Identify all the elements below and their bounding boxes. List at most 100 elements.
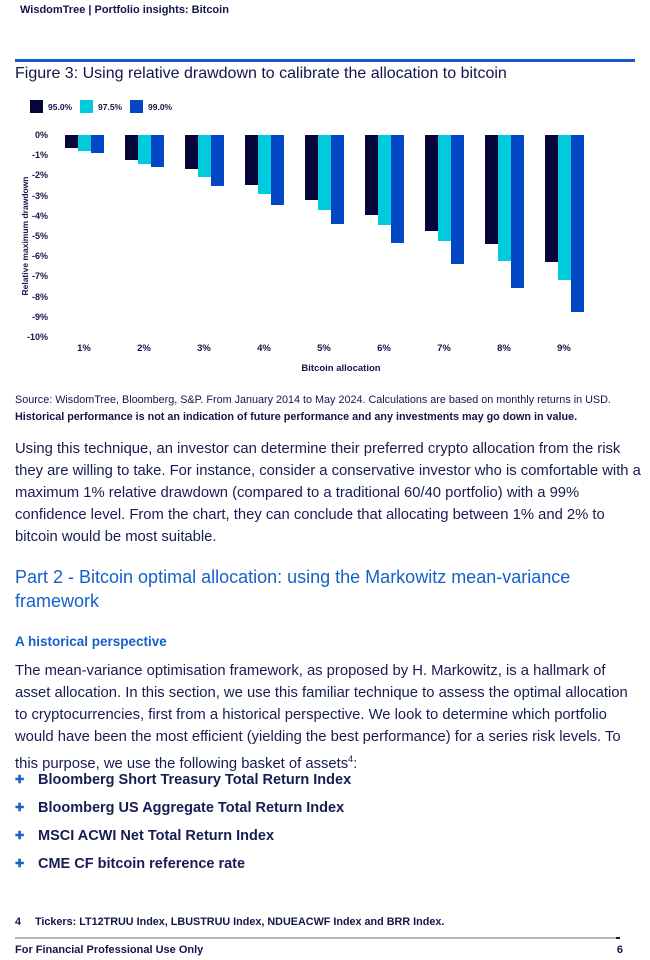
chart-source-note: Source: WisdomTree, Bloomberg, S&P. From… bbox=[15, 392, 640, 425]
x-tick-label: 8% bbox=[497, 343, 511, 354]
bar-group bbox=[184, 135, 224, 186]
bar-990-conf bbox=[330, 135, 344, 224]
body-paragraph-2: The mean-variance optimisation framework… bbox=[15, 660, 643, 775]
paragraph-2-colon: : bbox=[353, 755, 358, 772]
page-header: WisdomTree | Portfolio insights: Bitcoin bbox=[20, 4, 229, 16]
x-tick-label: 6% bbox=[377, 343, 391, 354]
plus-bullet-icon: ✚ bbox=[15, 774, 25, 786]
x-tick-label: 5% bbox=[317, 343, 331, 354]
section-heading-part2: Part 2 - Bitcoin optimal allocation: usi… bbox=[15, 567, 571, 611]
asset-bullet-list: ✚ Bloomberg Short Treasury Total Return I… bbox=[15, 771, 635, 883]
bar-950-conf bbox=[244, 135, 258, 185]
disclaimer-text: Historical performance is not an indicat… bbox=[15, 410, 578, 423]
y-tick-label: -4% bbox=[31, 210, 48, 221]
legend-item: 95.0% bbox=[30, 100, 75, 113]
y-tick-label: -1% bbox=[31, 150, 48, 161]
bar-990-conf bbox=[90, 135, 104, 154]
bar-990-conf bbox=[510, 135, 524, 288]
y-tick-label: -8% bbox=[31, 291, 48, 302]
x-tick-label: 2% bbox=[137, 343, 151, 354]
legend-label: 99.0% bbox=[148, 101, 173, 112]
bar-group bbox=[424, 135, 464, 265]
chart-legend: 95.0% 97.5% 99.0% bbox=[30, 100, 175, 113]
y-tick-label: -7% bbox=[31, 271, 48, 282]
x-axis-title: Bitcoin allocation bbox=[301, 363, 381, 374]
bar-975-conf bbox=[557, 135, 571, 281]
footnote-text: Tickers: LT12TRUU Index, LBUSTRUU Index,… bbox=[35, 916, 445, 928]
x-tick-label: 1% bbox=[77, 343, 91, 354]
drawdown-bar-chart: 95.0% 97.5% 99.0% Relative maximum drawdow… bbox=[0, 95, 650, 383]
list-item-label: CME CF bitcoin reference rate bbox=[38, 856, 246, 872]
list-item: ✚ MSCI ACWI Net Total Return Index bbox=[15, 827, 635, 855]
list-item: ✚ Bloomberg US Aggregate Total Return Ind… bbox=[15, 799, 635, 827]
bar-group bbox=[544, 135, 584, 312]
x-tick-label: 4% bbox=[257, 343, 271, 354]
footer-divider-cap bbox=[616, 937, 620, 939]
legend-swatch bbox=[130, 100, 143, 113]
y-tick-label: -5% bbox=[31, 231, 48, 241]
figure-title-rule bbox=[15, 59, 635, 62]
body-paragraph-1: Using this technique, an investor can de… bbox=[15, 441, 641, 545]
plus-bullet-icon: ✚ bbox=[15, 858, 25, 870]
y-tick-label: -9% bbox=[31, 311, 48, 322]
x-tick-label: 7% bbox=[437, 343, 451, 354]
bar-950-conf bbox=[184, 135, 198, 170]
page-number: 6 bbox=[616, 944, 623, 956]
list-item: ✚ CME CF bitcoin reference rate bbox=[15, 855, 635, 883]
bar-950-conf bbox=[124, 135, 138, 161]
bar-975-conf bbox=[137, 135, 151, 165]
legend-item: 99.0% bbox=[130, 100, 175, 113]
bar-group bbox=[484, 135, 524, 288]
bar-990-conf bbox=[270, 135, 284, 205]
bar-975-conf bbox=[257, 135, 271, 194]
bar-950-conf bbox=[364, 135, 378, 215]
x-tick-label: 9% bbox=[557, 343, 571, 354]
list-item-label: Bloomberg US Aggregate Total Return Inde… bbox=[38, 800, 345, 816]
bar-950-conf bbox=[64, 135, 78, 149]
footnote: 4 Tickers: LT12TRUU Index, LBUSTRUU Inde… bbox=[15, 916, 444, 928]
chart-plot: 0% -1% -2% -3% -4% -5% -6% -7% -8% -9% -10% bbox=[0, 130, 650, 342]
bar-950-conf bbox=[424, 135, 438, 231]
plus-bullet-icon: ✚ bbox=[15, 802, 25, 814]
subsection-heading-historical: A historical perspective bbox=[15, 634, 167, 649]
y-tick-label: -3% bbox=[31, 190, 48, 201]
bar-975-conf bbox=[77, 135, 91, 152]
legend-label: 95.0% bbox=[48, 101, 73, 112]
bar-group bbox=[64, 135, 104, 154]
legend-swatch bbox=[80, 100, 93, 113]
plus-bullet-icon: ✚ bbox=[15, 830, 25, 842]
bar-990-conf bbox=[450, 135, 464, 265]
list-item: ✚ Bloomberg Short Treasury Total Return I… bbox=[15, 771, 635, 799]
y-tick-label: 0% bbox=[34, 130, 48, 140]
footnote-reference: 4 bbox=[348, 754, 354, 764]
bar-990-conf bbox=[570, 135, 584, 312]
list-item-label: MSCI ACWI Net Total Return Index bbox=[38, 828, 275, 844]
bar-975-conf bbox=[317, 135, 331, 210]
footnote-number: 4 bbox=[15, 916, 22, 928]
bar-group bbox=[304, 135, 344, 224]
bar-group bbox=[364, 135, 404, 244]
legend-swatch bbox=[30, 100, 43, 113]
bar-975-conf bbox=[497, 135, 511, 262]
x-tick-label: 3% bbox=[197, 343, 211, 354]
bar-990-conf bbox=[150, 135, 164, 168]
y-tick-label: -2% bbox=[31, 170, 48, 181]
paragraph-2-text: The mean-variance optimisation framework… bbox=[15, 663, 628, 772]
bar-group bbox=[124, 135, 164, 168]
y-tick-label: -10% bbox=[26, 332, 48, 342]
bar-group bbox=[244, 135, 284, 205]
source-text: Source: WisdomTree, Bloomberg, S&P. From… bbox=[15, 394, 611, 406]
bar-950-conf bbox=[484, 135, 498, 245]
bar-950-conf bbox=[544, 135, 558, 263]
list-item-label: Bloomberg Short Treasury Total Return In… bbox=[38, 772, 352, 788]
bar-990-conf bbox=[390, 135, 404, 244]
bar-975-conf bbox=[377, 135, 391, 225]
legend-label: 97.5% bbox=[98, 101, 123, 112]
bar-975-conf bbox=[437, 135, 451, 241]
legend-item: 97.5% bbox=[80, 100, 125, 113]
footer-disclaimer: For Financial Professional Use Only bbox=[15, 944, 204, 956]
bar-950-conf bbox=[304, 135, 318, 200]
y-tick-label: -6% bbox=[31, 251, 48, 262]
bar-990-conf bbox=[210, 135, 224, 186]
